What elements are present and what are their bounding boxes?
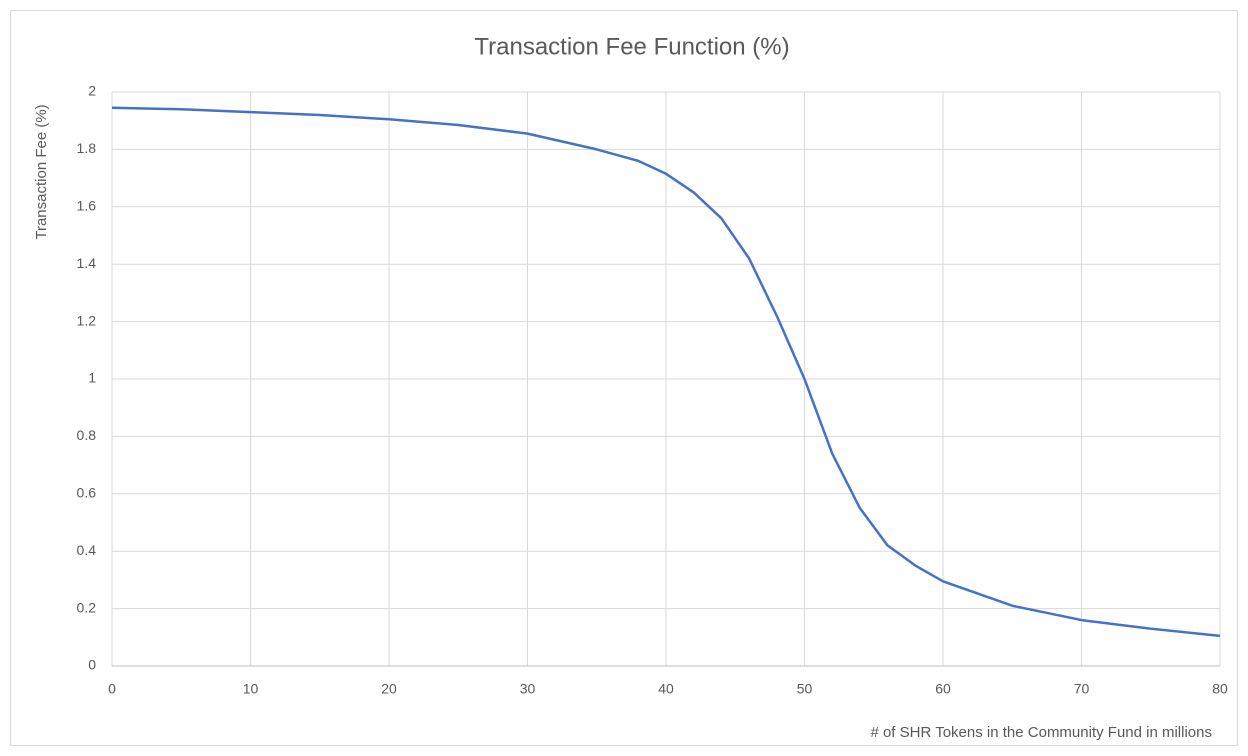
line [111, 106, 1221, 638]
y-axis-label: Transaction Fee (%) [33, 104, 50, 239]
x-tick-label: 80 [1212, 681, 1228, 697]
x-tick-label: 20 [381, 681, 397, 697]
y-tick-label: 0.8 [77, 427, 97, 443]
x-tick-label: 50 [797, 681, 813, 697]
x-tick-label: 40 [658, 681, 674, 697]
x-tick-label: 30 [520, 681, 536, 697]
x-axis-label: # of SHR Tokens in the Community Fund in… [870, 724, 1212, 741]
y-tick-label: 1.8 [77, 140, 97, 156]
y-tick-label: 1.6 [77, 198, 97, 214]
y-tick-label: 0.2 [77, 599, 97, 615]
x-tick-label: 70 [1074, 681, 1090, 697]
x-tick-label: 0 [108, 681, 116, 697]
y-tick-label: 1.2 [77, 312, 97, 328]
y-tick-label: 1 [88, 370, 96, 386]
y-tick-label: 0.4 [77, 542, 97, 558]
x-tick-label: 10 [243, 681, 259, 697]
y-tick-label: 0.6 [77, 485, 97, 501]
y-tick-label: 2 [88, 83, 96, 99]
y-tick-label: 1.4 [77, 255, 97, 271]
y-tick-label: 0 [88, 657, 96, 673]
x-tick-label: 60 [935, 681, 951, 697]
chart-border [10, 10, 1238, 746]
chart-title: Transaction Fee Function (%) [474, 33, 789, 60]
